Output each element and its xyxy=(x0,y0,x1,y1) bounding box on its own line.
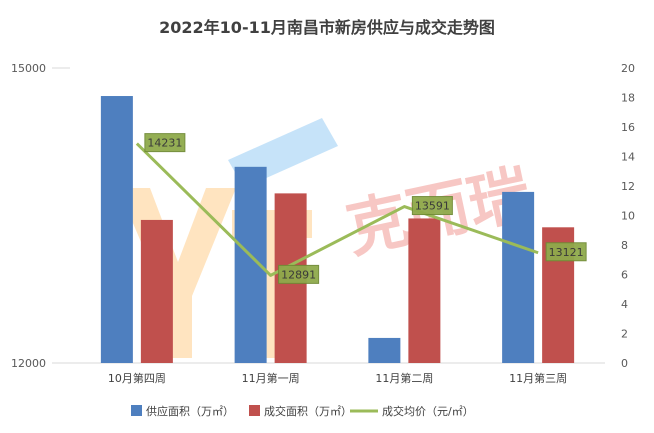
legend-swatch xyxy=(131,405,142,416)
data-label-box xyxy=(411,196,453,216)
data-label: 12891 xyxy=(281,268,316,281)
right-axis: 0 2 4 6 8 10 12 14 16 18 20 xyxy=(621,62,635,370)
right-axis-tick-label: 6 xyxy=(621,269,628,282)
legend-swatch xyxy=(249,405,260,416)
bar xyxy=(408,218,441,363)
line-series: 14231 12891 13591 13121 xyxy=(135,133,587,284)
left-axis-tick-label: 15000 xyxy=(11,62,46,75)
data-label: 14231 xyxy=(147,137,182,150)
x-axis-tick-label: 11月第三周 xyxy=(509,371,567,385)
right-axis-tick-label: 20 xyxy=(621,62,635,75)
left-axis: 12000 15000 xyxy=(11,62,70,370)
data-label-box xyxy=(545,242,587,262)
x-axis-labels: 10月第四周 11月第一周 11月第二周 11月第三周 xyxy=(108,371,567,385)
legend-label: 供应面积（万㎡） xyxy=(146,404,234,418)
bar xyxy=(140,219,173,363)
right-axis-tick-label: 12 xyxy=(621,180,635,193)
watermark-letter-shape xyxy=(232,210,312,358)
legend-label: 成交面积（万㎡） xyxy=(264,404,352,418)
x-axis-tick-label: 11月第二周 xyxy=(375,371,433,385)
right-axis-tick-label: 4 xyxy=(621,298,628,311)
bar xyxy=(100,96,133,364)
data-label-box xyxy=(278,264,320,284)
bar xyxy=(368,337,401,363)
data-label: 13121 xyxy=(549,246,584,259)
bar xyxy=(502,191,535,363)
data-label-box xyxy=(144,133,186,153)
right-axis-tick-label: 2 xyxy=(621,328,628,341)
right-axis-tick-label: 18 xyxy=(621,92,635,105)
legend-label: 成交均价（元/㎡） xyxy=(382,404,474,418)
right-axis-tick-label: 16 xyxy=(621,121,635,134)
right-axis-tick-label: 14 xyxy=(621,151,635,164)
right-axis-tick-label: 0 xyxy=(621,357,628,370)
x-axis-tick-label: 10月第四周 xyxy=(108,371,166,385)
right-axis-tick-label: 8 xyxy=(621,239,628,252)
watermark-letter-shape xyxy=(118,188,236,358)
line-series-path xyxy=(135,142,539,277)
chart-title: 2022年10-11月南昌市新房供应与成交走势图 xyxy=(159,18,495,37)
watermark: 克而瑞 xyxy=(118,118,537,358)
legend: 供应面积（万㎡） 成交面积（万㎡） 成交均价（元/㎡） xyxy=(131,404,474,418)
x-axis-tick-label: 11月第一周 xyxy=(242,371,300,385)
left-axis-tick-label: 12000 xyxy=(11,357,46,370)
data-label: 13591 xyxy=(415,200,450,213)
right-axis-tick-label: 10 xyxy=(621,210,635,223)
